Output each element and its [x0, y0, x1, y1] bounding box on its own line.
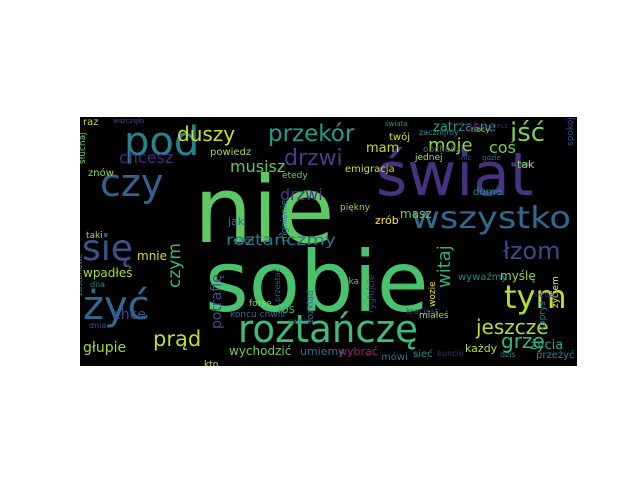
word-cloud-word: pod: [124, 119, 199, 165]
word-cloud-word: kto: [204, 360, 219, 366]
word-cloud-word: chce: [113, 307, 146, 323]
word-cloud-word: taki: [86, 231, 103, 241]
word-cloud-word: przeżyć: [536, 349, 575, 361]
word-cloud-word: buncie: [437, 349, 464, 358]
word-cloud-word: przekór: [268, 121, 355, 147]
word-cloud-word: wszczęło: [113, 117, 144, 125]
word-cloud-word: nocy: [471, 125, 490, 134]
word-cloud-word: słuchaj: [80, 132, 88, 164]
word-cloud-word: drzwi: [284, 146, 343, 171]
word-cloud-word: los: [278, 302, 295, 316]
word-cloud-word: życia: [530, 338, 563, 353]
word-cloud-word: roztańczmy: [226, 231, 336, 249]
word-cloud-word: prąd: [153, 327, 201, 351]
word-cloud-word: myślę: [500, 269, 536, 283]
word-cloud-word: dzis: [500, 350, 516, 359]
word-cloud-word: chcesz: [119, 148, 173, 167]
word-cloud-word: oka: [343, 277, 359, 287]
word-cloud-word: rozkład: [306, 290, 316, 323]
word-cloud-word: mgnienie: [280, 200, 290, 242]
word-cloud-word: powiedz: [210, 147, 251, 158]
word-cloud-word: wpadłeś: [83, 266, 132, 280]
word-cloud-word: mówi: [381, 351, 408, 363]
word-cloud-word: przestać: [272, 268, 282, 302]
word-cloud-word: sieć: [413, 348, 433, 360]
word-cloud-word: nie: [194, 157, 334, 264]
word-cloud-word: mnie: [137, 249, 167, 263]
word-cloud-word: jednej: [414, 153, 443, 163]
word-cloud-word: czy: [100, 161, 163, 205]
word-cloud-word: jeszcze: [475, 315, 549, 339]
word-cloud-word: mam: [366, 141, 399, 156]
word-cloud-word: rygłujcie: [367, 274, 377, 313]
word-cloud-word: obchodzi: [423, 145, 463, 155]
word-cloud-word: duszy: [177, 122, 235, 146]
word-cloud-word: łzom: [503, 237, 560, 265]
word-cloud-word: raz: [83, 117, 99, 128]
word-cloud-word: zatrzasne: [433, 120, 496, 135]
word-cloud-word: gdzie: [482, 154, 501, 162]
word-cloud-word: moje: [428, 135, 473, 156]
word-cloud-word: dnia: [89, 321, 106, 330]
word-cloud-word: głupie: [83, 340, 126, 356]
word-cloud-word: czym: [165, 243, 185, 288]
word-cloud-word: świata: [385, 120, 408, 128]
word-cloud-word: się: [82, 228, 133, 269]
word-cloud-word: musisz: [230, 157, 285, 176]
word-cloud-background: [80, 117, 577, 366]
word-cloud-word: zacznijmy: [419, 128, 459, 137]
word-cloud-word: tym: [504, 278, 567, 316]
word-cloud-word: żyć: [83, 283, 150, 329]
word-cloud-word: emigracja: [345, 164, 395, 175]
word-cloud-word: życiem: [551, 276, 561, 308]
word-cloud-word: witaj: [434, 245, 455, 288]
word-cloud-word: wywaźmy: [458, 271, 507, 283]
word-cloud-word: znów: [88, 167, 114, 179]
word-cloud-word: wybrać: [338, 345, 378, 358]
word-cloud-word: masz: [400, 207, 432, 221]
word-cloud-word: potrafię: [209, 274, 225, 329]
word-cloud-word: miałeś: [419, 310, 449, 321]
word-cloud-word: durne: [473, 187, 502, 198]
word-cloud-word: świat: [376, 140, 533, 210]
word-cloud-word: sięga: [533, 290, 554, 299]
word-cloud-word: spokój: [565, 117, 576, 146]
word-cloud-canvas: nie sobie świat czy pod się żyć roztańczę wszyst…: [80, 117, 577, 366]
word-cloud-word: jak: [227, 215, 245, 228]
word-cloud-word: sobie: [205, 233, 429, 331]
word-cloud-word: koncu chwili: [230, 310, 285, 320]
word-cloud-word: sam: [233, 236, 254, 247]
word-cloud-word: zrób: [375, 214, 399, 227]
word-cloud-word: wychodzić: [229, 344, 291, 358]
word-cloud-word: lubię: [460, 120, 494, 136]
word-cloud-word: każdy: [465, 342, 498, 355]
word-cloud-word: dna: [90, 280, 105, 289]
word-cloud-word: piękny: [340, 203, 371, 213]
word-cloud-word: zostanowe: [80, 253, 84, 296]
word-cloud-word: kraj jest: [406, 307, 438, 316]
word-cloud-word: kaprys: [538, 301, 548, 331]
word-cloud-word: twój: [389, 131, 410, 143]
word-cloud-word: tak: [517, 158, 535, 171]
word-cloud-word: wszystko: [411, 201, 571, 236]
word-cloud-word: forsę: [249, 299, 272, 309]
word-cloud-word: swoim: [288, 317, 314, 326]
word-cloud-word: roztańczę: [238, 307, 418, 351]
word-cloud-word: umiemy: [300, 345, 345, 358]
word-cloud-word: nic: [461, 154, 471, 162]
word-cloud-word: iść: [510, 118, 545, 148]
word-cloud-word: wozie: [428, 281, 438, 307]
word-cloud-word: etedy: [282, 171, 308, 181]
word-cloud-word: niecz: [490, 122, 509, 130]
word-cloud-word: drzwi: [280, 185, 323, 204]
word-cloud-word: coś: [489, 138, 516, 157]
word-cloud-word: grze: [501, 329, 545, 353]
